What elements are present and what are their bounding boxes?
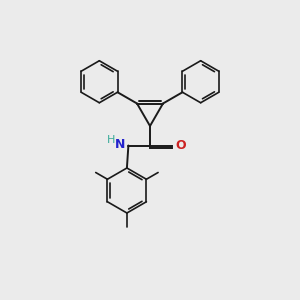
Text: O: O xyxy=(176,139,186,152)
Text: N: N xyxy=(114,138,125,152)
Text: H: H xyxy=(107,135,115,145)
